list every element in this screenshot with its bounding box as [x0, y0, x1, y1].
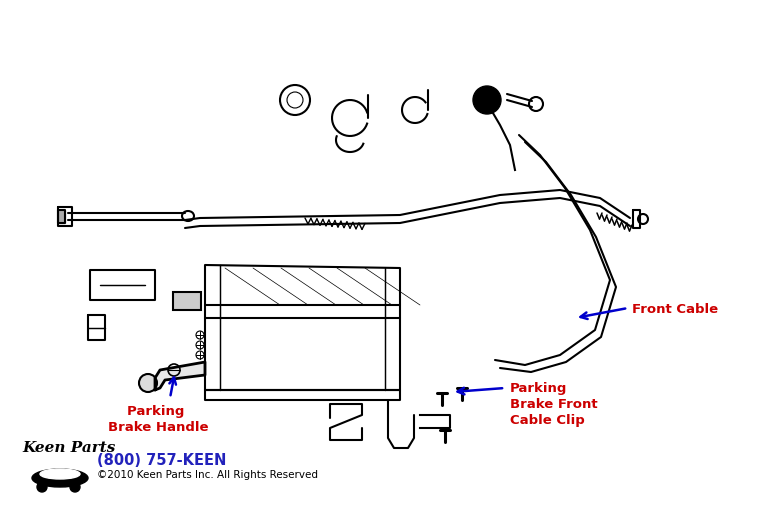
Text: Parking 
Brake Handle: Parking Brake Handle: [108, 405, 208, 434]
Text: Front Cable: Front Cable: [632, 303, 718, 316]
Text: (800) 757-KEEN: (800) 757-KEEN: [97, 453, 226, 468]
Text: ©2010 Keen Parts Inc. All Rights Reserved: ©2010 Keen Parts Inc. All Rights Reserve…: [97, 470, 318, 480]
Text: Parking
Brake Front
Cable Clip: Parking Brake Front Cable Clip: [510, 382, 598, 427]
Circle shape: [139, 374, 157, 392]
Ellipse shape: [32, 469, 88, 487]
Circle shape: [473, 86, 501, 114]
Polygon shape: [155, 362, 205, 390]
Circle shape: [70, 482, 80, 492]
Polygon shape: [58, 210, 65, 223]
Circle shape: [37, 482, 47, 492]
Ellipse shape: [40, 469, 80, 479]
Text: Keen Parts: Keen Parts: [22, 441, 116, 455]
Bar: [173, 292, 201, 310]
